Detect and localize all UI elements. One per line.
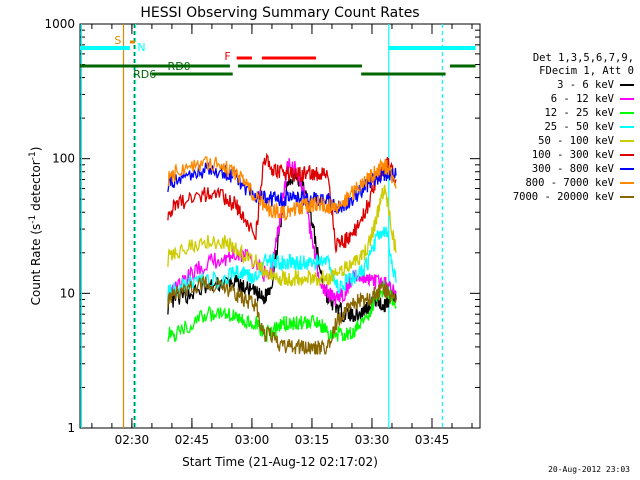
legend-entry: 100 - 300 keV <box>484 148 634 162</box>
chart-title: HESSI Observing Summary Count Rates <box>140 5 419 21</box>
plot-frame <box>79 23 481 429</box>
legend-swatch <box>620 126 634 128</box>
legend-swatch <box>620 168 634 170</box>
x-tick-label: 03:15 <box>295 433 330 447</box>
legend-entry: 3 - 6 keV <box>484 78 634 92</box>
series-line <box>167 184 397 288</box>
x-tick-label: 02:45 <box>175 433 210 447</box>
legend-entry: 25 - 50 keV <box>484 120 634 134</box>
series-line <box>167 226 397 302</box>
legend-entry: 300 - 800 keV <box>484 162 634 176</box>
legend-swatch <box>620 154 634 156</box>
y-tick-label: 10 <box>60 286 75 300</box>
legend-swatch <box>620 182 634 184</box>
x-tick-label: 02:30 <box>115 433 150 447</box>
flare-label: F <box>224 50 230 63</box>
legend-swatch <box>620 98 634 100</box>
x-tick-label: 03:45 <box>415 433 450 447</box>
legend-swatch <box>620 84 634 86</box>
legend-swatch <box>620 140 634 142</box>
legend: Det 1,3,5,6,7,9, FDecim 1, Att 0 3 - 6 k… <box>484 52 634 204</box>
legend-entry: 800 - 7000 keV <box>484 176 634 190</box>
series-line <box>167 280 397 343</box>
legend-entry: 12 - 25 keV <box>484 106 634 120</box>
y-axis-label: Count Rate (s-1 detector-1) <box>28 147 43 306</box>
x-axis-label: Start Time (21-Aug-12 02:17:02) <box>182 455 378 469</box>
series-line <box>167 156 397 222</box>
saa-label: S <box>114 34 121 47</box>
series-line <box>167 274 397 356</box>
rd6-label: RD6 <box>133 68 156 81</box>
legend-entry: 7000 - 20000 keV <box>484 190 634 204</box>
legend-swatch <box>620 112 634 114</box>
legend-header-line-2: FDecim 1, Att 0 <box>539 65 634 77</box>
legend-entry: 6 - 12 keV <box>484 92 634 106</box>
y-tick-label: 1 <box>67 421 75 435</box>
legend-swatch <box>620 196 634 198</box>
rd0-label: RD0 <box>168 60 191 73</box>
x-tick-label: 03:00 <box>235 433 270 447</box>
y-tick-label: 100 <box>52 152 75 166</box>
legend-header-line-1: Det 1,3,5,6,7,9, <box>532 52 634 64</box>
series-line <box>167 158 397 307</box>
series-line <box>167 152 397 255</box>
legend-entry: 50 - 100 keV <box>484 134 634 148</box>
date-stamp: 20-Aug-2012 23:03 <box>548 465 630 474</box>
x-tick-label: 03:30 <box>355 433 390 447</box>
y-tick-label: 1000 <box>44 17 75 31</box>
night-label: N <box>137 41 145 54</box>
